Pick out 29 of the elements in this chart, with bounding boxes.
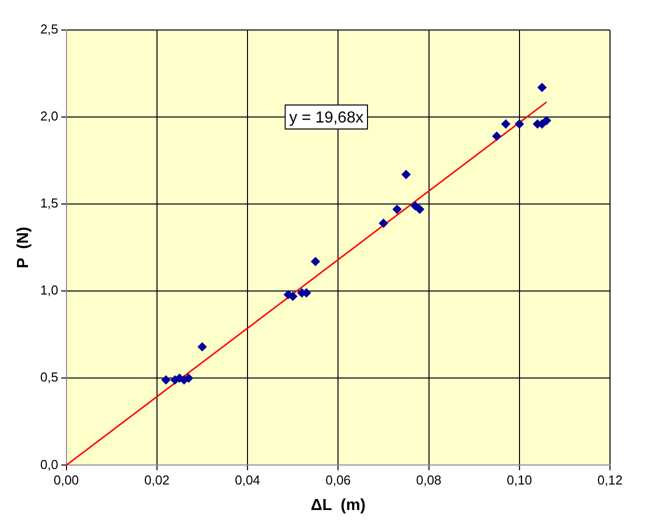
point bbox=[501, 120, 510, 129]
y-tick-label: 0,0 bbox=[40, 456, 58, 472]
point bbox=[310, 257, 320, 266]
x-tick-label: 0,08 bbox=[416, 472, 442, 488]
x-tick-label: 0,02 bbox=[144, 472, 170, 488]
x-tick-label: 0,06 bbox=[325, 472, 351, 488]
point bbox=[492, 132, 502, 141]
point bbox=[410, 201, 420, 210]
x-tick-label: 0,10 bbox=[506, 472, 532, 488]
x-tick-label: 0,12 bbox=[597, 472, 623, 488]
point bbox=[198, 342, 207, 352]
y-axis-title: P (N) bbox=[15, 226, 32, 268]
point bbox=[402, 170, 411, 179]
annotation: y = 19,68x bbox=[289, 109, 364, 126]
point bbox=[378, 218, 388, 228]
point bbox=[514, 120, 524, 129]
x-axis-title: ΔL (m) bbox=[310, 496, 366, 514]
y-tick-label: 1,0 bbox=[40, 282, 58, 298]
point bbox=[538, 82, 547, 92]
x-tick-label: 0,04 bbox=[234, 472, 260, 488]
point bbox=[392, 204, 402, 214]
point bbox=[415, 204, 424, 214]
point bbox=[542, 116, 552, 126]
y-tick-label: 2,0 bbox=[40, 108, 58, 124]
y-tick-label: 1,5 bbox=[40, 196, 58, 211]
x-tick-label: 0,00 bbox=[54, 472, 79, 488]
y-tick-label: 2,5 bbox=[40, 22, 58, 37]
y-tick-label: 0,5 bbox=[40, 370, 58, 385]
point bbox=[161, 375, 170, 384]
